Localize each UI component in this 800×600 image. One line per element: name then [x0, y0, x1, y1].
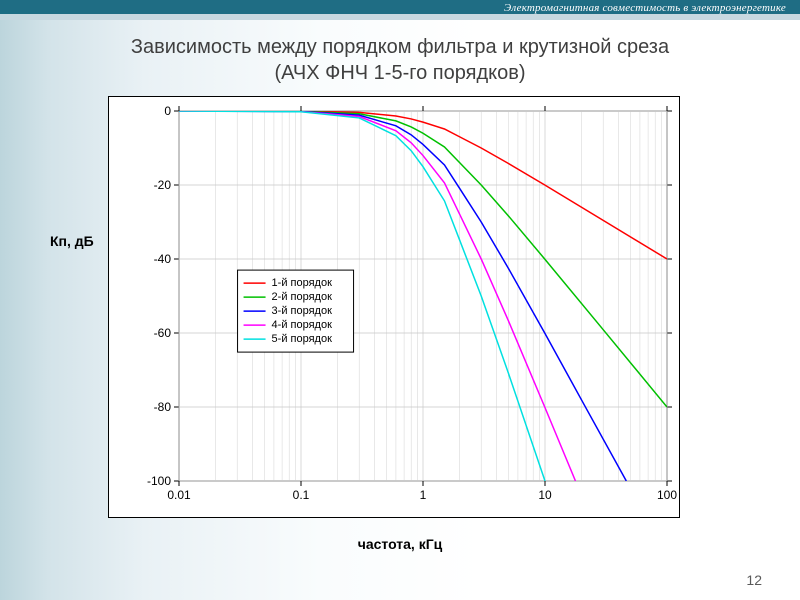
slide-title: Зависимость между порядком фильтра и кру… [0, 34, 800, 86]
svg-text:0: 0 [164, 104, 171, 118]
svg-text:3-й порядок: 3-й порядок [272, 305, 333, 317]
svg-text:-20: -20 [154, 178, 172, 192]
svg-text:0.1: 0.1 [293, 488, 310, 502]
y-axis-label: Кп, дБ [50, 233, 94, 249]
svg-text:0.01: 0.01 [167, 488, 191, 502]
svg-text:1-й порядок: 1-й порядок [272, 277, 333, 289]
filter-response-chart: 0 -20 -40 -60 -80 -1000.01 0.1 1 10 100 1-й порядо… [108, 96, 680, 518]
title-line-1: Зависимость между порядком фильтра и кру… [131, 36, 669, 58]
svg-text:-80: -80 [154, 400, 172, 414]
svg-text:1: 1 [420, 488, 427, 502]
title-line-2: (АЧХ ФНЧ 1-5-го порядков) [274, 62, 525, 84]
x-axis-label: частота, кГц [0, 536, 800, 552]
svg-text:2-й порядок: 2-й порядок [272, 291, 333, 303]
svg-text:-100: -100 [147, 474, 171, 488]
svg-text:-60: -60 [154, 326, 172, 340]
header-brand: Электромагнитная совместимость в электро… [504, 0, 786, 16]
page-number: 12 [746, 572, 762, 588]
chart-container: 0 -20 -40 -60 -80 -1000.01 0.1 1 10 100 1-й порядо… [108, 96, 680, 518]
svg-text:-40: -40 [154, 252, 172, 266]
svg-text:5-й порядок: 5-й порядок [272, 333, 333, 345]
svg-text:100: 100 [657, 488, 677, 502]
svg-text:4-й порядок: 4-й порядок [272, 319, 333, 331]
svg-text:10: 10 [538, 488, 552, 502]
